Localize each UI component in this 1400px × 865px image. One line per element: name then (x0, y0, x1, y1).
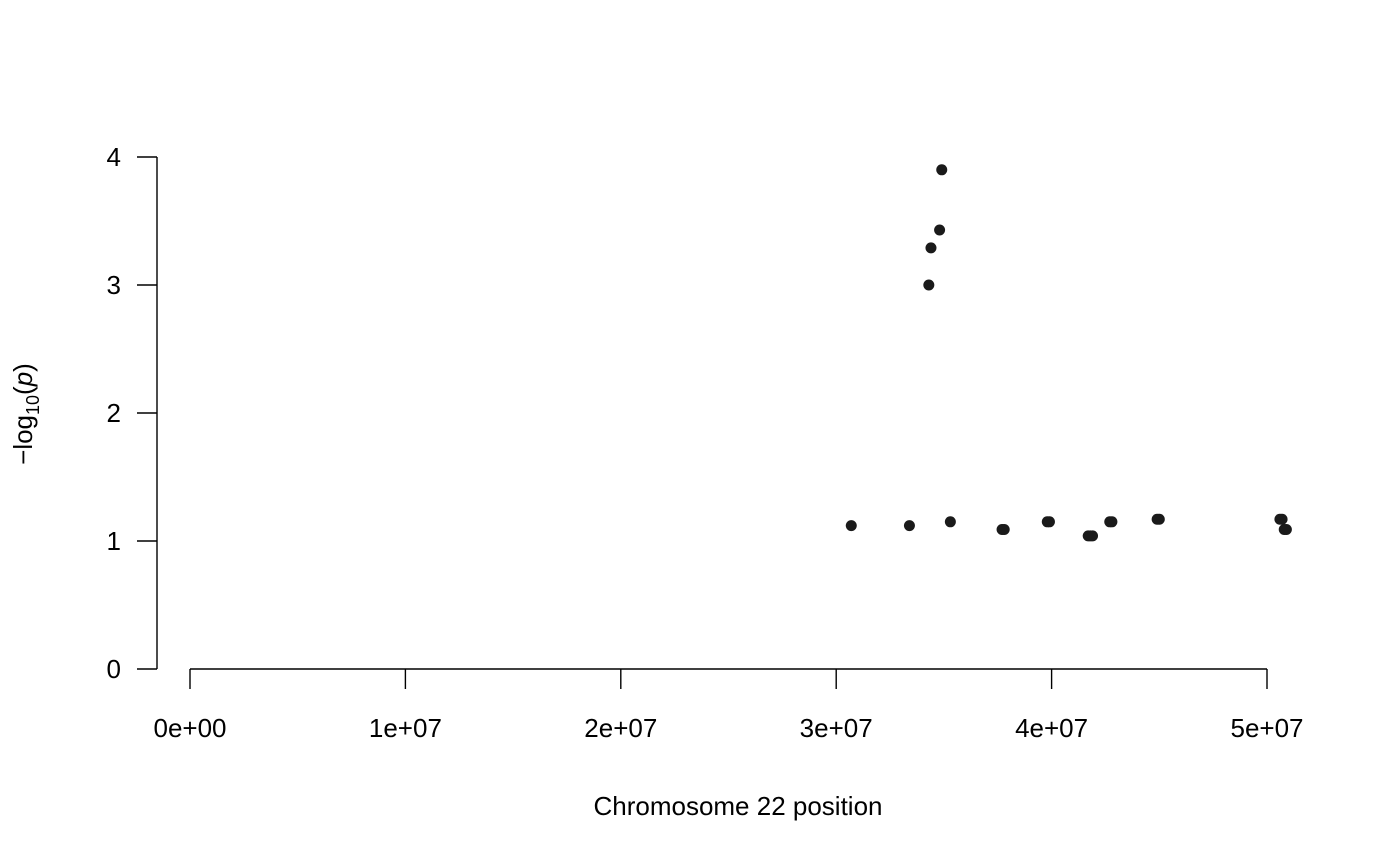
x-tick-label: 0e+00 (153, 713, 226, 743)
y-tick-label: 2 (107, 398, 121, 428)
data-point (903, 520, 915, 532)
data-point (1280, 523, 1292, 535)
data-point (936, 164, 948, 176)
y-tick-label: 0 (107, 654, 121, 684)
x-tick-label: 2e+07 (584, 713, 657, 743)
y-axis-title-subscript: 10 (23, 395, 43, 415)
y-axis-title-close-paren: ) (8, 363, 38, 372)
data-point (845, 520, 857, 532)
data-point (1153, 513, 1165, 525)
data-point (1043, 516, 1055, 528)
data-point (934, 224, 946, 236)
x-axis: 0e+00 1e+07 2e+07 3e+07 4e+07 5e+07 (153, 668, 1304, 743)
y-axis-title-prefix: −log (8, 415, 38, 465)
x-tick-label: 3e+07 (800, 713, 873, 743)
data-points (845, 164, 1292, 542)
y-tick-label: 3 (107, 270, 121, 300)
data-point (944, 516, 956, 528)
x-axis-title: Chromosome 22 position (593, 791, 882, 821)
y-axis: 0 1 2 3 4 (107, 142, 158, 684)
x-tick-label: 5e+07 (1230, 713, 1303, 743)
y-tick-label: 1 (107, 526, 121, 556)
y-tick-label: 4 (107, 142, 121, 172)
data-point (1276, 513, 1288, 525)
y-axis-title-variable: p (8, 372, 38, 387)
data-point (1106, 516, 1118, 528)
data-point (998, 523, 1010, 535)
data-point (1087, 530, 1099, 542)
y-axis-title: −log10(p) (8, 363, 43, 465)
data-point (925, 242, 937, 254)
y-axis-title-open-paren: ( (8, 386, 38, 395)
x-tick-label: 1e+07 (369, 713, 442, 743)
x-tick-label: 4e+07 (1015, 713, 1088, 743)
data-point (923, 279, 935, 291)
